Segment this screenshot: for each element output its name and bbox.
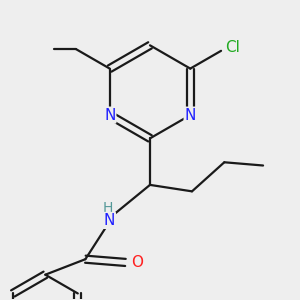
Text: Cl: Cl — [225, 40, 240, 55]
Text: O: O — [131, 255, 143, 270]
Text: N: N — [184, 108, 196, 123]
Text: N: N — [104, 108, 116, 123]
Text: N: N — [103, 213, 115, 228]
Text: H: H — [103, 200, 113, 214]
